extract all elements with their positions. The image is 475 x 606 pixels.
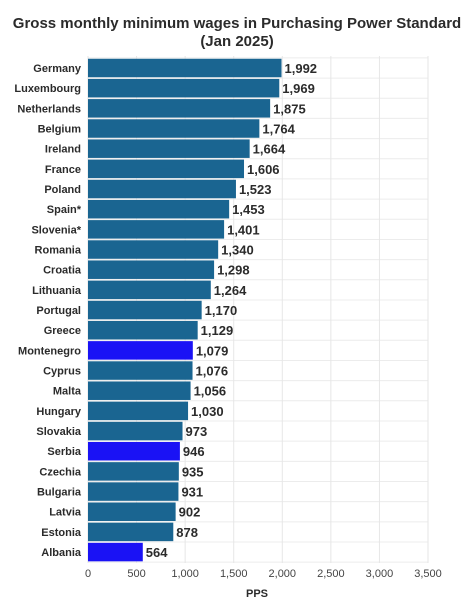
category-label: Belgium — [38, 124, 82, 136]
category-label: Hungary — [36, 406, 82, 418]
chart-subtitle: (Jan 2025) — [200, 33, 273, 50]
value-label: 1,030 — [191, 404, 224, 419]
bar — [88, 522, 174, 542]
value-label: 931 — [181, 485, 203, 500]
category-labels: Germany Luxembourg Netherlands Belgium Irela… — [14, 63, 82, 559]
bars — [88, 58, 282, 562]
bar — [88, 220, 225, 239]
bar — [88, 159, 245, 179]
bar — [88, 240, 219, 259]
category-label: Cyprus — [43, 366, 81, 378]
bar — [88, 462, 179, 481]
grid — [87, 56, 429, 563]
x-axis-ticks: 0 500 1,000 1,500 2,000 2,500 3,000 3,500 — [85, 568, 442, 580]
x-tick-label: 1,000 — [171, 568, 199, 580]
bar — [88, 361, 193, 380]
bar — [88, 421, 183, 441]
category-label: Germany — [33, 63, 82, 75]
category-label: Ireland — [45, 144, 81, 156]
bar — [88, 502, 176, 521]
value-label: 1,170 — [205, 303, 238, 318]
category-label: Montenegro — [18, 345, 81, 357]
category-label: Slovakia — [36, 426, 82, 438]
bar — [88, 441, 180, 461]
category-label: Luxembourg — [14, 83, 81, 95]
value-label: 935 — [182, 464, 204, 479]
value-label: 1,129 — [201, 323, 234, 338]
bar — [88, 119, 260, 138]
value-label: 1,298 — [217, 263, 250, 278]
bar — [88, 199, 230, 219]
category-label: Lithuania — [32, 285, 82, 297]
category-label: Slovenia* — [31, 224, 81, 236]
category-label: Romania — [35, 245, 82, 257]
category-label: Croatia — [43, 265, 82, 277]
bar — [88, 320, 198, 340]
bar — [88, 78, 280, 98]
value-label: 1,079 — [196, 343, 229, 358]
x-tick-label: 3,500 — [414, 568, 442, 580]
category-label: Malta — [53, 386, 82, 398]
value-label: 1,969 — [282, 81, 315, 96]
value-label: 1,992 — [285, 61, 318, 76]
value-label: 1,264 — [214, 283, 247, 298]
category-label: Portugal — [36, 305, 81, 317]
value-label: 1,875 — [273, 101, 306, 116]
value-label: 1,664 — [253, 142, 286, 157]
x-tick-label: 2,000 — [269, 568, 297, 580]
value-label: 564 — [146, 545, 168, 560]
bar — [88, 401, 189, 421]
category-label: France — [45, 164, 81, 176]
bar — [88, 482, 179, 501]
bar — [88, 300, 202, 320]
x-tick-label: 500 — [127, 568, 145, 580]
x-axis-label: PPS — [246, 588, 268, 600]
bar — [88, 260, 215, 279]
category-label: Albania — [41, 547, 82, 559]
bar — [88, 99, 271, 118]
category-label: Serbia — [47, 446, 82, 458]
bar — [88, 58, 282, 78]
category-label: Latvia — [49, 507, 82, 519]
value-label: 973 — [186, 424, 208, 439]
bar — [88, 280, 211, 300]
category-label: Estonia — [41, 527, 82, 539]
bar — [88, 179, 236, 199]
value-label: 1,453 — [232, 202, 265, 217]
value-label: 1,523 — [239, 182, 272, 197]
bar — [88, 341, 193, 360]
x-tick-label: 2,500 — [317, 568, 345, 580]
category-label: Poland — [44, 184, 81, 196]
category-label: Bulgaria — [37, 487, 82, 499]
bar — [88, 139, 250, 158]
category-label: Greece — [44, 325, 81, 337]
value-label: 902 — [179, 505, 201, 520]
value-label: 946 — [183, 444, 205, 459]
value-label: 1,340 — [221, 243, 254, 258]
category-label: Netherlands — [17, 103, 81, 115]
x-tick-label: 3,000 — [366, 568, 394, 580]
value-labels: 1,992 1,969 1,875 1,764 1,664 1,606 1,523 1,453… — [146, 61, 317, 560]
value-label: 1,076 — [196, 364, 229, 379]
chart-title: Gross monthly minimum wages in Purchasin… — [13, 15, 461, 32]
bar — [88, 542, 143, 562]
bar — [88, 381, 191, 400]
value-label: 1,764 — [262, 122, 295, 137]
value-label: 1,401 — [227, 222, 260, 237]
x-tick-label: 1,500 — [220, 568, 248, 580]
value-label: 1,056 — [194, 384, 227, 399]
value-label: 878 — [176, 525, 198, 540]
category-label: Spain* — [47, 204, 82, 216]
x-tick-label: 0 — [85, 568, 91, 580]
category-label: Czechia — [39, 466, 81, 478]
value-label: 1,606 — [247, 162, 280, 177]
